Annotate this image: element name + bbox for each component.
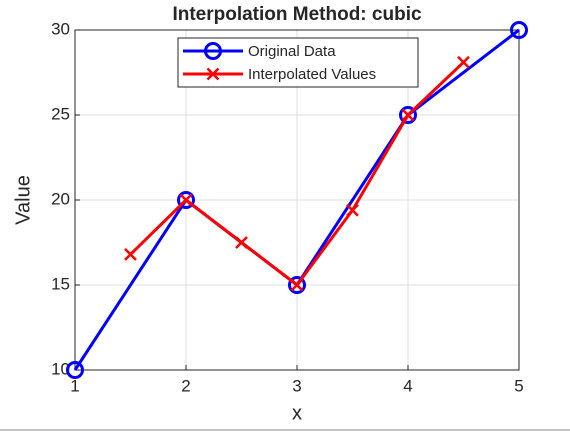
x-tick-label: 5 <box>514 376 523 395</box>
legend-marker <box>206 67 220 81</box>
marker <box>177 191 195 209</box>
legend-label: Interpolated Values <box>248 66 376 83</box>
legend-marker <box>204 42 222 60</box>
marker <box>288 276 306 294</box>
marker <box>346 203 359 217</box>
marker <box>457 55 470 69</box>
y-tick-label: 25 <box>51 104 70 123</box>
marker <box>124 248 137 261</box>
axes-box <box>74 29 520 371</box>
y-tick-label: 15 <box>51 274 70 293</box>
marker <box>510 21 528 39</box>
x-tick-label: 2 <box>181 376 190 395</box>
x-axis-label: x <box>292 402 302 424</box>
legend-label: Original Data <box>248 43 336 60</box>
y-tick-label: 20 <box>51 189 70 208</box>
marker <box>179 193 193 207</box>
marker <box>66 361 84 379</box>
chart-title: Interpolation Method: cubic <box>172 4 422 25</box>
marker <box>401 108 415 122</box>
x-tick-label: 4 <box>403 376 412 395</box>
marker <box>399 106 417 124</box>
x-tick-label: 3 <box>292 376 301 395</box>
marker <box>290 278 304 292</box>
y-tick-label: 10 <box>51 359 70 378</box>
y-axis-label: Value <box>12 175 34 225</box>
y-tick-label: 30 <box>51 19 70 38</box>
marker <box>235 236 248 249</box>
legend: Original Data Interpolated Values <box>177 37 419 88</box>
x-tick-label: 1 <box>70 376 79 395</box>
